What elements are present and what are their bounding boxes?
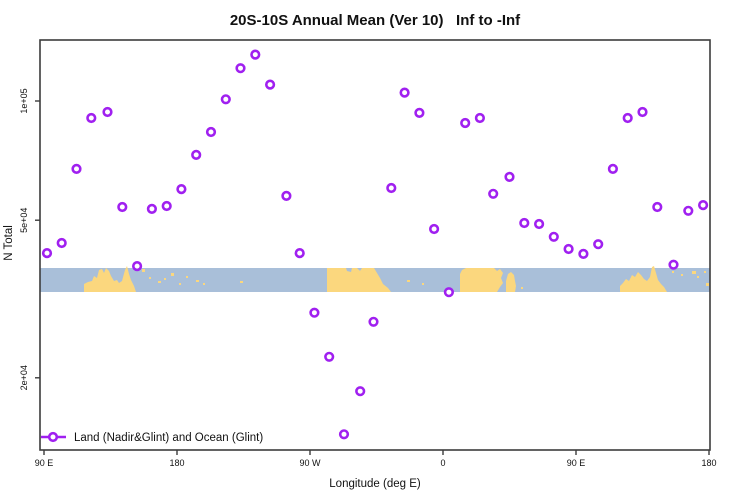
x-axis: 90 E 180 90 W 0 90 E 180: [35, 450, 717, 468]
data-point: [697, 200, 709, 211]
island-speck: [681, 274, 683, 276]
x-tick-label: 0: [440, 458, 445, 468]
island-speck: [240, 281, 243, 283]
island-speck: [164, 278, 166, 280]
island-speck: [521, 287, 523, 289]
data-point: [161, 200, 172, 212]
land-australia-wrap: [620, 266, 667, 292]
data-point: [86, 112, 97, 124]
ocean-notch-2: [357, 268, 362, 271]
data-point: [683, 205, 694, 216]
data-point: [265, 79, 276, 90]
data-point: [578, 248, 589, 259]
data-point: [235, 63, 246, 74]
data-points-layer: [41, 49, 709, 440]
y-tick-label: 2e+04: [19, 365, 29, 390]
island-speck: [196, 280, 199, 282]
island-speck: [158, 281, 161, 283]
data-point: [146, 203, 157, 214]
island-speck: [697, 276, 699, 278]
data-point: [504, 171, 515, 182]
data-point: [71, 163, 82, 174]
island-speck: [179, 283, 181, 285]
data-point: [191, 149, 202, 160]
data-point: [250, 49, 261, 60]
data-point: [652, 201, 663, 213]
x-tick-label: 180: [169, 458, 184, 468]
land-madagascar: [506, 272, 516, 292]
data-point: [386, 182, 397, 194]
legend-label: Land (Nadir&Glint) and Ocean (Glint): [74, 432, 263, 444]
land-south-america: [327, 268, 391, 292]
island-speck: [672, 271, 674, 273]
data-point: [607, 163, 619, 174]
data-point: [474, 112, 486, 124]
data-point: [563, 243, 574, 255]
x-axis-title: Longitude (deg E): [329, 478, 421, 490]
island-speck: [203, 283, 205, 285]
data-point: [56, 237, 67, 249]
y-axis-title: N Total: [3, 225, 15, 261]
chart-title: 20S-10S Annual Mean (Ver 10) Inf to -Inf: [230, 12, 521, 29]
data-point: [220, 94, 231, 105]
data-point: [488, 188, 499, 199]
data-point: [399, 87, 410, 98]
island-speck: [149, 277, 151, 279]
data-point: [281, 190, 292, 201]
data-point: [622, 112, 633, 124]
legend: Land (Nadir&Glint) and Ocean (Glint): [41, 431, 263, 444]
island-speck: [407, 280, 410, 282]
x-tick-label: 90 E: [567, 458, 586, 468]
data-point: [443, 287, 455, 298]
ocean-notch-1: [346, 268, 352, 272]
data-point: [414, 107, 425, 118]
data-point: [205, 126, 217, 138]
plot-border: [39, 39, 711, 451]
data-point: [176, 184, 187, 195]
latitude-band-map: [40, 266, 710, 292]
data-point: [519, 217, 530, 229]
island-speck: [422, 283, 424, 285]
island-speck: [142, 269, 145, 272]
y-tick-label: 1e+05: [19, 88, 29, 113]
data-point: [368, 316, 379, 327]
x-tick-label: 90 W: [299, 458, 321, 468]
data-point: [548, 231, 559, 242]
data-point: [533, 218, 545, 230]
data-point: [637, 106, 648, 118]
legend-marker-icon: [47, 431, 59, 443]
island-speck: [704, 271, 706, 273]
island-speck: [706, 283, 709, 286]
x-tick-label: 180: [701, 458, 716, 468]
land-africa: [460, 268, 503, 292]
island-speck: [171, 273, 174, 276]
data-point: [429, 223, 440, 235]
data-point: [41, 248, 53, 259]
land-australia: [84, 266, 136, 292]
data-point: [132, 261, 143, 272]
x-tick-label: 90 E: [35, 458, 54, 468]
data-point: [668, 259, 679, 270]
data-point: [324, 351, 335, 362]
data-point: [309, 307, 320, 318]
y-tick-label: 5e+04: [19, 208, 29, 233]
data-point: [355, 386, 366, 397]
data-point: [593, 239, 604, 250]
data-point: [117, 201, 128, 213]
y-axis: 1e+05 5e+04 2e+04: [19, 88, 40, 390]
data-point: [460, 117, 471, 129]
data-point: [294, 248, 305, 259]
island-speck: [692, 271, 696, 274]
data-point: [102, 106, 113, 118]
island-speck: [186, 276, 188, 278]
data-point: [338, 429, 350, 440]
